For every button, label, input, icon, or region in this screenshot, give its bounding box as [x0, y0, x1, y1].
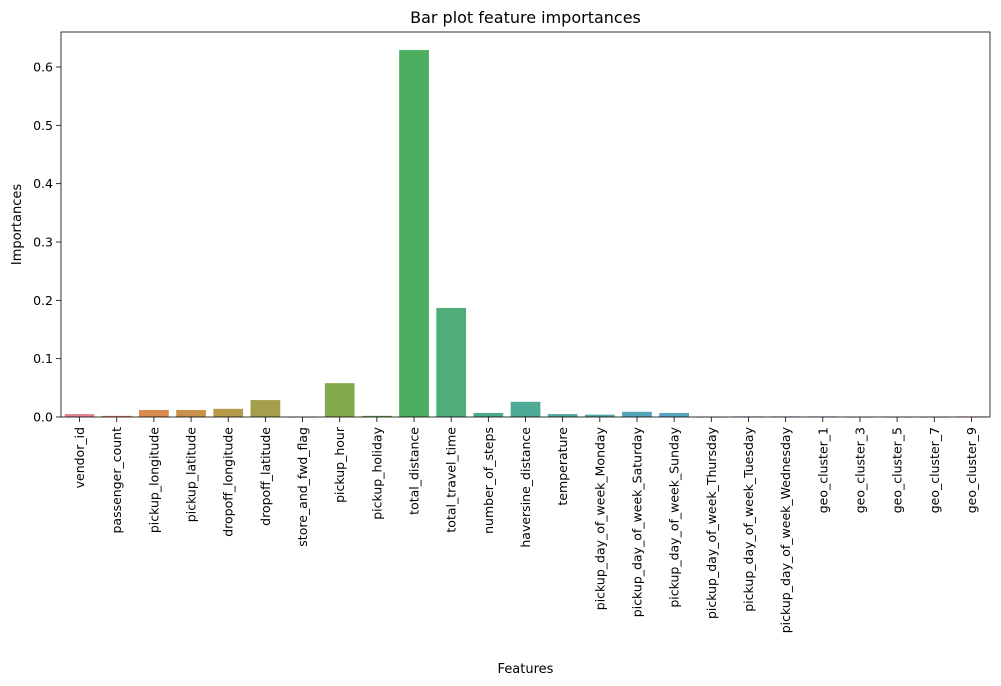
- bar-pickup_day_of_week_Monday: [584, 414, 615, 417]
- bar-pickup_holiday: [362, 415, 392, 417]
- bar-haversine_distance: [510, 401, 541, 417]
- y-tick-label: 0.6: [33, 60, 53, 75]
- x-tick-label: geo_cluster_5: [890, 427, 905, 513]
- bar-dropoff_longitude: [213, 408, 244, 417]
- y-tick-label: 0.2: [33, 293, 53, 308]
- x-tick-label: geo_cluster_7: [927, 427, 942, 513]
- bar-pickup_day_of_week_Saturday: [622, 411, 652, 417]
- chart-title: Bar plot feature importances: [410, 8, 641, 27]
- x-tick-label: pickup_holiday: [369, 426, 384, 519]
- x-tick-label: geo_cluster_9: [964, 427, 979, 513]
- x-tick-label: pickup_latitude: [184, 427, 199, 523]
- x-tick-label: total_distance: [407, 427, 422, 515]
- x-tick-label: vendor_id: [72, 427, 87, 488]
- bar-pickup_hour: [324, 383, 355, 417]
- x-tick-label: store_and_fwd_flag: [295, 427, 310, 547]
- x-tick-label: dropoff_latitude: [258, 427, 273, 526]
- bar-temperature: [547, 414, 578, 417]
- bar-passenger_count: [101, 415, 132, 417]
- bar-pickup_day_of_week_Sunday: [659, 412, 690, 417]
- x-axis-label: Features: [498, 662, 554, 677]
- y-tick-label: 0.1: [33, 351, 53, 366]
- bar-number_of_steps: [473, 412, 504, 417]
- y-tick-label: 0.3: [33, 235, 53, 250]
- x-tick-label: passenger_count: [109, 427, 124, 534]
- x-tick-label: pickup_day_of_week_Thursday: [704, 426, 719, 619]
- plot-area-frame: [60, 31, 991, 418]
- x-tick-label: temperature: [555, 427, 570, 506]
- y-tick-label: 0.0: [33, 410, 53, 425]
- x-tick-label: number_of_steps: [481, 427, 496, 534]
- bar-pickup_latitude: [176, 410, 206, 417]
- x-tick-label: geo_cluster_3: [852, 427, 867, 513]
- x-tick-label: total_travel_time: [444, 427, 459, 533]
- x-tick-label: pickup_longitude: [146, 427, 161, 533]
- x-tick-label: haversine_distance: [518, 427, 533, 548]
- bar-pickup_longitude: [139, 410, 169, 417]
- y-tick-label: 0.5: [33, 118, 53, 133]
- x-tick-label: geo_cluster_1: [815, 427, 830, 513]
- bar-total_distance: [399, 50, 429, 417]
- x-tick-label: dropoff_longitude: [221, 427, 236, 537]
- x-tick-label: pickup_hour: [332, 426, 347, 503]
- x-tick-label: pickup_day_of_week_Wednesday: [778, 426, 793, 633]
- x-tick-label: pickup_day_of_week_Sunday: [667, 426, 682, 607]
- y-axis-ticks: 0.0 0.1 0.2 0.3 0.4 0.5 0.6: [33, 60, 61, 425]
- bar-vendor_id: [64, 414, 95, 417]
- bar-total_travel_time: [436, 307, 467, 417]
- bars-group: [64, 50, 987, 418]
- x-tick-label: pickup_day_of_week_Saturday: [629, 426, 644, 617]
- y-axis-label: Importances: [10, 184, 25, 265]
- x-tick-label: pickup_day_of_week_Monday: [592, 426, 607, 610]
- y-tick-label: 0.4: [33, 176, 53, 191]
- x-axis-ticks: vendor_id passenger_count pickup_longitude…: [72, 417, 979, 633]
- bar-dropoff_latitude: [250, 400, 281, 417]
- x-tick-label: pickup_day_of_week_Tuesday: [741, 426, 756, 611]
